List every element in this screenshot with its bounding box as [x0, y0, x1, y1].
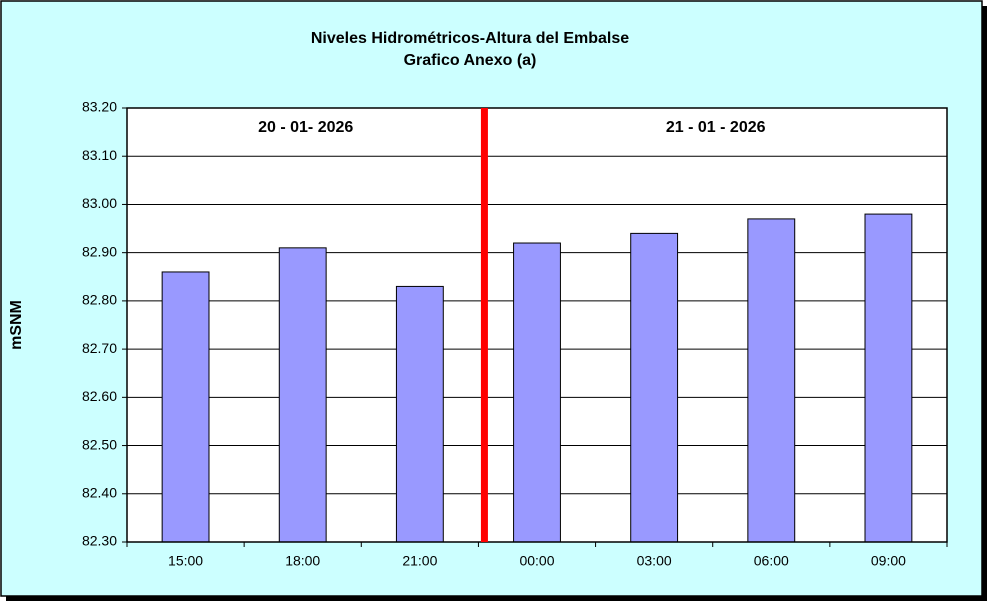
x-tick-label: 15:00	[168, 553, 203, 569]
plot-border	[126, 107, 948, 543]
bar	[161, 271, 210, 543]
y-tick-label: 82.90	[82, 243, 117, 259]
date-annotation: 20 - 01- 2026	[258, 119, 353, 136]
date-annotation: 21 - 01 - 2026	[666, 119, 766, 136]
chart-title: Niveles Hidrométricos-Altura del Embalse	[311, 30, 629, 47]
y-axis-label: mSNM	[8, 300, 25, 350]
y-tick-label: 82.80	[82, 292, 117, 308]
x-tick-label: 00:00	[519, 553, 554, 569]
y-tick-label: 82.30	[82, 533, 117, 549]
x-tick-label: 06:00	[754, 553, 789, 569]
bar	[513, 242, 561, 543]
y-tick-label: 82.40	[82, 484, 117, 500]
plot: 82.30 82.40 82.50 82.60 82.70 82.80 82.90 83.00…	[82, 99, 948, 569]
y-tick-label: 82.60	[82, 388, 117, 404]
bar	[747, 218, 796, 543]
y-tick-label: 82.50	[82, 436, 117, 452]
y-tick-label: 83.00	[82, 195, 117, 211]
x-tick-label: 18:00	[285, 553, 320, 569]
x-tick-label: 21:00	[402, 553, 437, 569]
y-tick-label: 83.20	[82, 99, 117, 115]
bar	[864, 213, 913, 543]
y-tick-label: 82.70	[82, 340, 117, 356]
bar	[630, 232, 679, 543]
x-tick-label: 09:00	[871, 553, 906, 569]
bar	[395, 285, 444, 543]
x-tick-label: 03:00	[637, 553, 672, 569]
chart-subtitle: Grafico Anexo (a)	[404, 52, 537, 69]
y-tick-label: 83.10	[82, 147, 117, 163]
bar	[278, 247, 327, 543]
